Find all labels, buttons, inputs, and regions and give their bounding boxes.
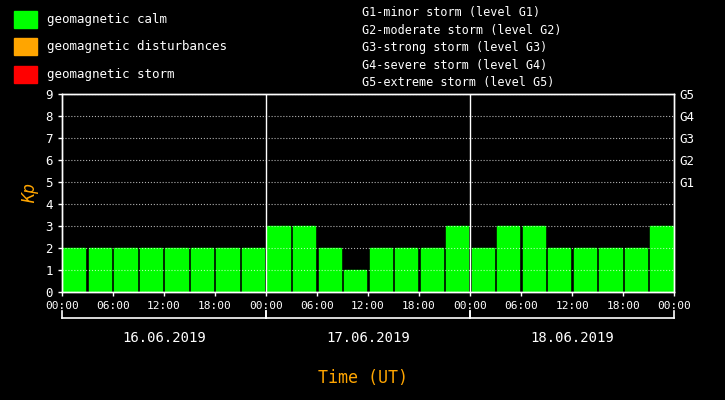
Text: 16.06.2019: 16.06.2019 bbox=[122, 331, 206, 345]
Bar bbox=[446, 226, 468, 292]
Text: 18.06.2019: 18.06.2019 bbox=[530, 331, 614, 345]
Bar bbox=[548, 248, 571, 292]
Text: G5-extreme storm (level G5): G5-extreme storm (level G5) bbox=[362, 76, 555, 90]
Bar bbox=[14, 38, 37, 55]
Text: Time (UT): Time (UT) bbox=[318, 369, 407, 387]
Bar bbox=[165, 248, 188, 292]
Bar bbox=[625, 248, 647, 292]
Bar bbox=[344, 270, 366, 292]
Bar bbox=[420, 248, 443, 292]
Bar bbox=[497, 226, 519, 292]
Bar bbox=[191, 248, 213, 292]
Bar bbox=[14, 11, 37, 28]
Bar bbox=[268, 226, 290, 292]
Y-axis label: Kp: Kp bbox=[22, 183, 40, 203]
Text: geomagnetic calm: geomagnetic calm bbox=[47, 13, 167, 26]
Text: G1-minor storm (level G1): G1-minor storm (level G1) bbox=[362, 6, 541, 19]
Text: G3-strong storm (level G3): G3-strong storm (level G3) bbox=[362, 41, 548, 54]
Text: G2-moderate storm (level G2): G2-moderate storm (level G2) bbox=[362, 24, 562, 36]
Bar bbox=[318, 248, 341, 292]
Text: geomagnetic storm: geomagnetic storm bbox=[47, 68, 175, 81]
Bar bbox=[395, 248, 418, 292]
Bar bbox=[523, 226, 545, 292]
Bar bbox=[370, 248, 392, 292]
Bar bbox=[140, 248, 162, 292]
Text: geomagnetic disturbances: geomagnetic disturbances bbox=[47, 40, 227, 53]
Bar bbox=[115, 248, 136, 292]
Bar bbox=[293, 226, 315, 292]
Bar bbox=[217, 248, 239, 292]
Bar bbox=[242, 248, 264, 292]
Bar bbox=[472, 248, 494, 292]
Text: G4-severe storm (level G4): G4-severe storm (level G4) bbox=[362, 59, 548, 72]
Bar bbox=[600, 248, 621, 292]
Bar bbox=[14, 66, 37, 83]
Bar bbox=[573, 248, 596, 292]
Bar bbox=[63, 248, 86, 292]
Bar bbox=[650, 226, 673, 292]
Text: 17.06.2019: 17.06.2019 bbox=[326, 331, 410, 345]
Bar bbox=[88, 248, 111, 292]
